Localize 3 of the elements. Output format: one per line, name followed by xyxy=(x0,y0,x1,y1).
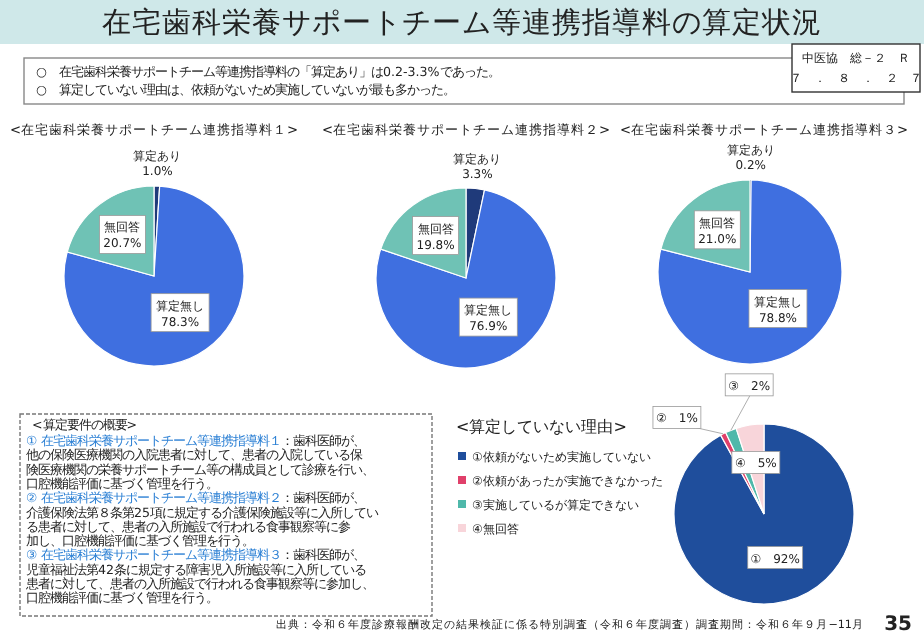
text: 35 xyxy=(884,614,913,636)
text: 在宅歯科栄養サポートチーム等連携指導料の算定状況 xyxy=(102,6,822,40)
text: <算定していない理由> xyxy=(456,418,627,436)
